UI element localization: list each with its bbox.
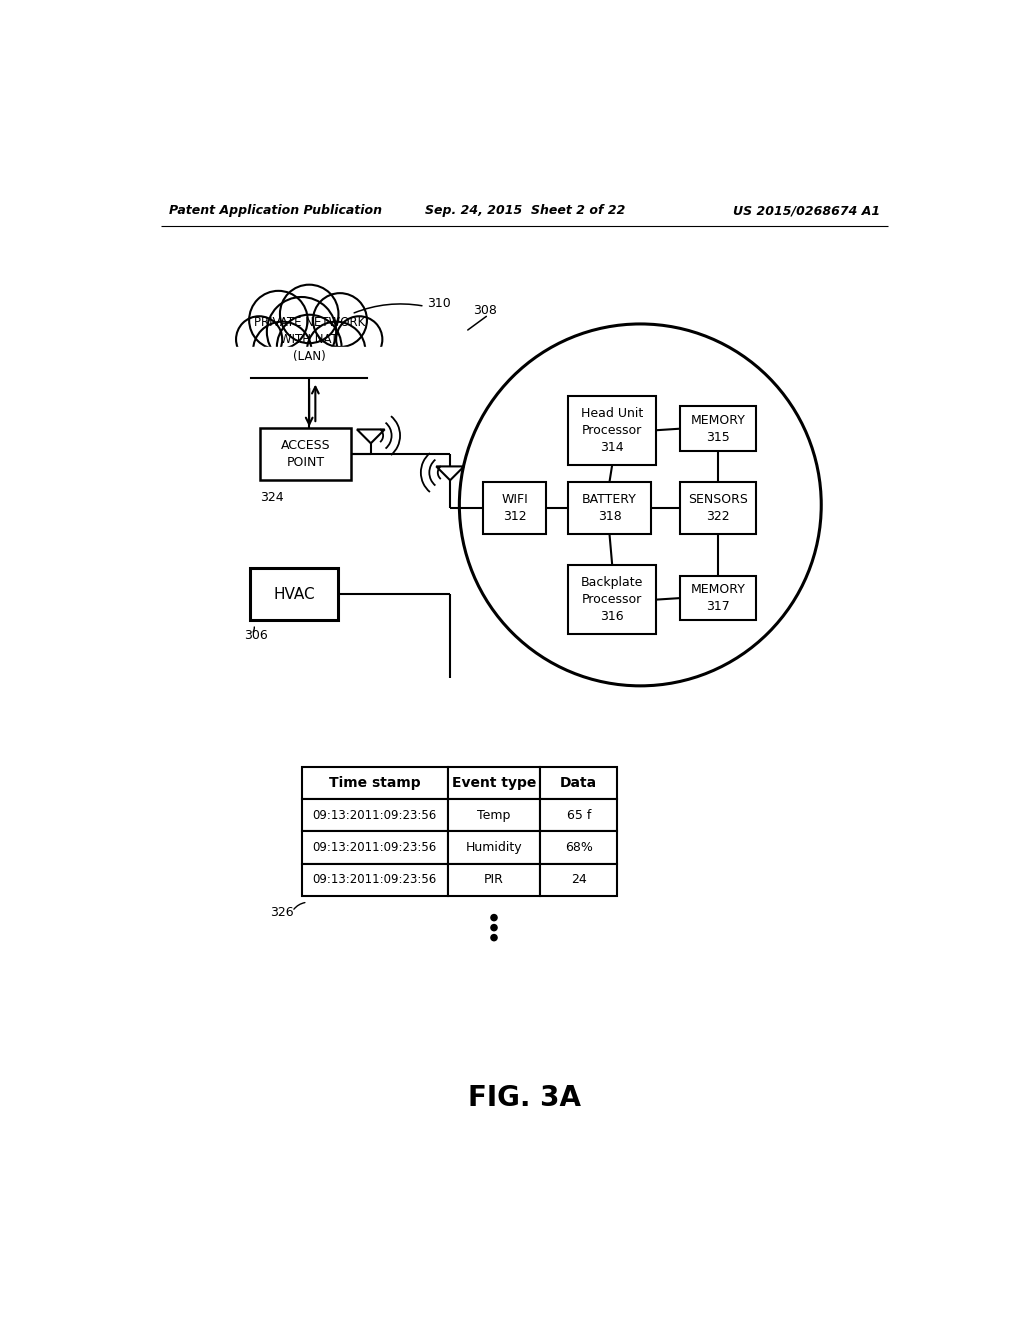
- Bar: [301, 799, 447, 832]
- Text: 09:13:2011:09:23:56: 09:13:2011:09:23:56: [312, 841, 437, 854]
- Text: 65 f: 65 f: [566, 809, 591, 822]
- Bar: [541, 799, 617, 832]
- Bar: [680, 407, 756, 451]
- Bar: [301, 863, 447, 896]
- Text: BATTERY
318: BATTERY 318: [582, 492, 637, 523]
- Bar: [568, 482, 651, 535]
- Text: MEMORY
315: MEMORY 315: [690, 413, 745, 444]
- Circle shape: [267, 297, 336, 367]
- Bar: [228, 347, 390, 385]
- Text: 306: 306: [244, 630, 267, 643]
- Text: 324: 324: [260, 491, 284, 504]
- Bar: [447, 863, 541, 896]
- Bar: [541, 832, 617, 863]
- Text: 09:13:2011:09:23:56: 09:13:2011:09:23:56: [312, 874, 437, 887]
- Bar: [568, 396, 656, 465]
- Text: MEMORY
317: MEMORY 317: [690, 583, 745, 612]
- Circle shape: [276, 314, 342, 379]
- Circle shape: [280, 285, 339, 343]
- Text: Temp: Temp: [477, 809, 511, 822]
- Text: Event type: Event type: [452, 776, 537, 789]
- Bar: [447, 767, 541, 799]
- Bar: [447, 799, 541, 832]
- Bar: [483, 482, 547, 535]
- Text: Data: Data: [560, 776, 597, 789]
- Bar: [301, 832, 447, 863]
- Circle shape: [336, 317, 382, 363]
- Circle shape: [313, 293, 367, 347]
- Bar: [250, 568, 339, 620]
- Bar: [447, 832, 541, 863]
- Circle shape: [490, 915, 497, 921]
- Text: FIG. 3A: FIG. 3A: [468, 1084, 582, 1111]
- Bar: [260, 428, 351, 480]
- Circle shape: [249, 290, 307, 350]
- Text: HVAC: HVAC: [273, 586, 315, 602]
- Text: Head Unit
Processor
314: Head Unit Processor 314: [581, 407, 643, 454]
- Text: WIFI
312: WIFI 312: [502, 492, 528, 523]
- Text: 68%: 68%: [565, 841, 593, 854]
- Text: PRIVATE NETWORK
WITH NAT
(LAN): PRIVATE NETWORK WITH NAT (LAN): [254, 315, 365, 363]
- Text: 310: 310: [427, 297, 451, 310]
- Text: Time stamp: Time stamp: [329, 776, 421, 789]
- Bar: [541, 863, 617, 896]
- Text: US 2015/0268674 A1: US 2015/0268674 A1: [733, 205, 881, 218]
- Bar: [301, 767, 447, 799]
- Bar: [680, 576, 756, 620]
- Text: ACCESS
POINT: ACCESS POINT: [281, 440, 330, 469]
- Text: Humidity: Humidity: [466, 841, 522, 854]
- Text: Patent Application Publication: Patent Application Publication: [169, 205, 382, 218]
- Text: 308: 308: [473, 304, 497, 317]
- Circle shape: [253, 322, 311, 380]
- Circle shape: [237, 317, 283, 363]
- Text: Sep. 24, 2015  Sheet 2 of 22: Sep. 24, 2015 Sheet 2 of 22: [425, 205, 625, 218]
- Text: 09:13:2011:09:23:56: 09:13:2011:09:23:56: [312, 809, 437, 822]
- Text: PIR: PIR: [484, 874, 504, 887]
- Text: 24: 24: [570, 874, 587, 887]
- Bar: [680, 482, 756, 535]
- Text: SENSORS
322: SENSORS 322: [688, 492, 748, 523]
- Circle shape: [490, 924, 497, 931]
- Bar: [541, 767, 617, 799]
- Text: Backplate
Processor
316: Backplate Processor 316: [581, 576, 643, 623]
- Circle shape: [490, 935, 497, 941]
- Text: 326: 326: [270, 907, 294, 920]
- Bar: [568, 565, 656, 635]
- Circle shape: [307, 322, 366, 380]
